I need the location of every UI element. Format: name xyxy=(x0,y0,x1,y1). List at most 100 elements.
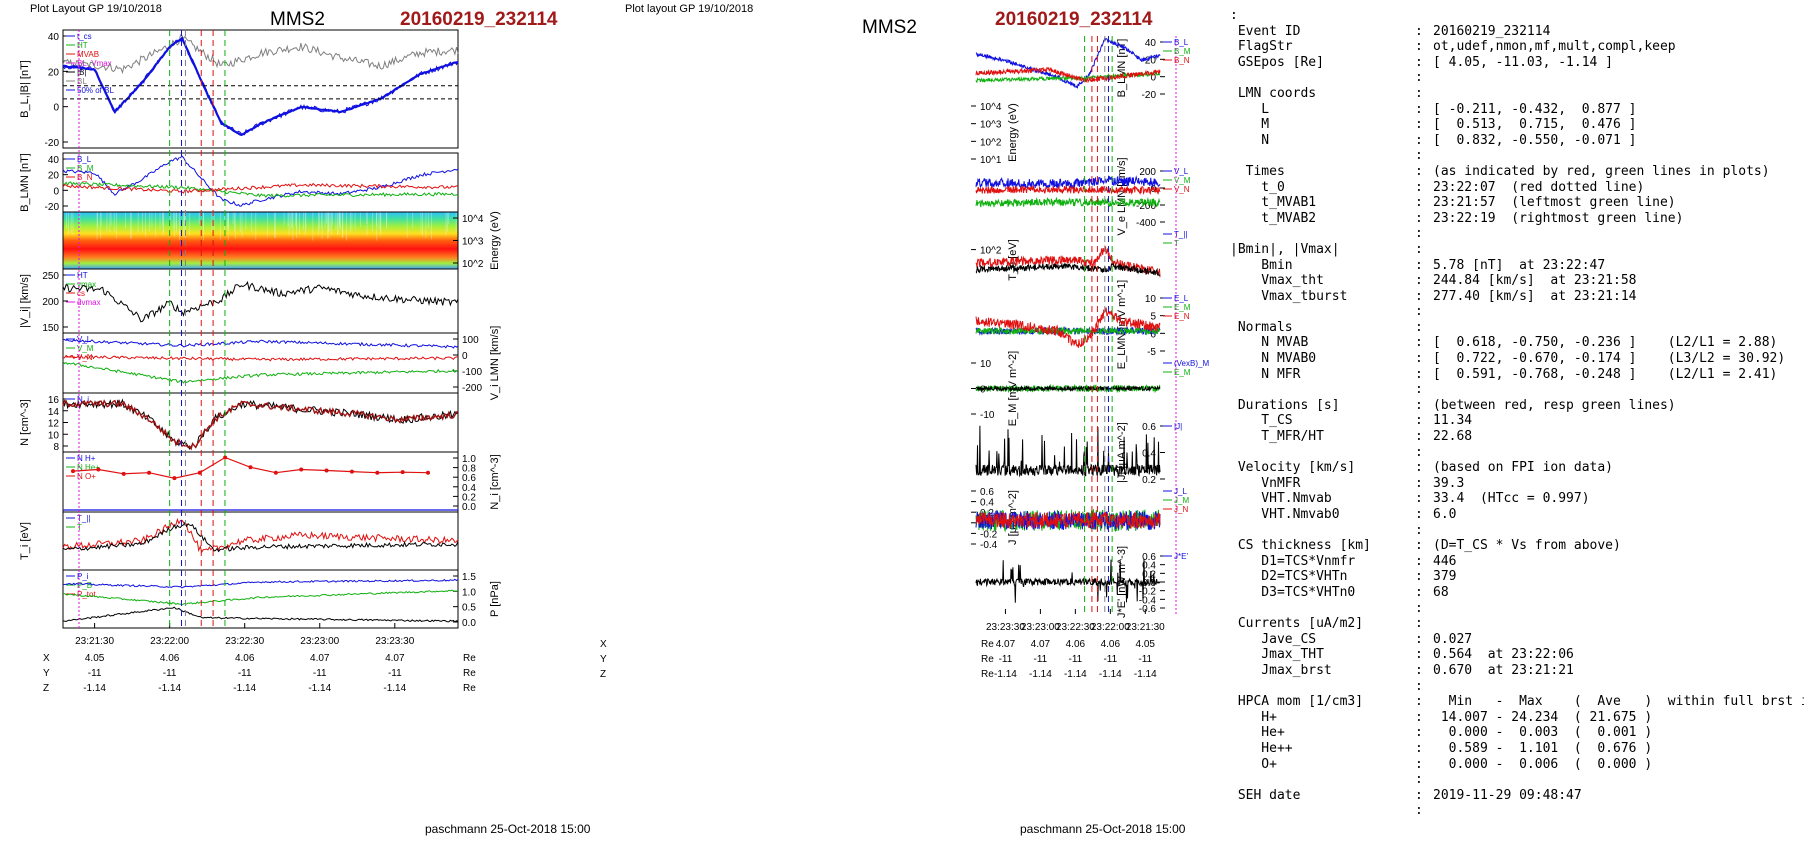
summary-label: t_MVAB2 xyxy=(1230,210,1317,226)
mid-legend-label: T xyxy=(1174,239,1179,248)
summary-colon: : xyxy=(1415,241,1423,257)
left-ytick-label: 0.5 xyxy=(462,603,476,614)
left-panel-frame xyxy=(62,268,459,334)
mid-legend-label: B_N xyxy=(1174,56,1190,65)
mid-ytick-label: 0.2 xyxy=(980,508,994,519)
left-ytick-label: 10^4 xyxy=(462,214,484,225)
mid-ylabel: B_LMN [nT] xyxy=(1116,39,1128,98)
summary-colon: : xyxy=(1415,304,1423,320)
summary-value: [ 0.832, -0.550, -0.071 ] xyxy=(1433,132,1637,148)
mid-ytick-label: -0.4 xyxy=(980,540,998,551)
summary-row: : xyxy=(1230,523,1800,539)
left-HeII-point xyxy=(273,470,278,475)
left-panel-frame xyxy=(62,511,459,571)
summary-row: Jmax_THT:0.564 at 23:22:06 xyxy=(1230,647,1800,663)
left-posrow-value: 4.07 xyxy=(310,653,330,664)
mid-posrow-value: -11 xyxy=(999,654,1013,665)
mid-ytick-label: 20 xyxy=(1145,55,1157,66)
summary-value: 244.84 [km/s] at 23:21:58 xyxy=(1433,273,1637,289)
summary-label: Vmax_tht xyxy=(1230,273,1324,289)
mid-panel-6: 0.60.40.2|J| [μA m^-2] |J| xyxy=(1116,422,1182,486)
left-BLMN-L xyxy=(62,155,459,207)
summary-value: 0.564 at 23:22:06 xyxy=(1433,647,1574,663)
left-HeII-point xyxy=(147,470,152,475)
left-ylabel: Energy (eV) xyxy=(489,211,501,270)
summary-colon: : xyxy=(1415,600,1423,616)
summary-row: D3=TCS*VHTn0:68 xyxy=(1230,585,1800,601)
summary-label: Velocity [km/s] xyxy=(1230,460,1356,476)
summary-row: : xyxy=(1230,772,1800,788)
mid-posrow-value: 4.07 xyxy=(1031,639,1051,650)
left-P-tot xyxy=(62,578,459,589)
summary-label: VHT.Nmvab xyxy=(1230,491,1332,507)
summary-label: L xyxy=(1230,101,1270,117)
summary-colon: : xyxy=(1415,366,1423,382)
summary-colon: : xyxy=(1415,101,1423,117)
summary-value: 23:21:57 (leftmost green line) xyxy=(1433,195,1676,211)
summary-colon: : xyxy=(1415,460,1423,476)
mid-ytick-label: -0.6 xyxy=(1139,604,1157,615)
left-legend-label: N He+ xyxy=(77,463,100,472)
left-ytick-label: 0 xyxy=(462,351,468,362)
left-BLMN-N xyxy=(62,182,459,194)
left-posrow-value: 4.06 xyxy=(235,653,255,664)
summary-label: Currents [uA/m2] xyxy=(1230,616,1364,632)
left-ylabel: P [nPa] xyxy=(489,581,501,617)
summary-row: N MVAB0: [ 0.722, -0.670, -0.174 ] (L3/L2… xyxy=(1230,351,1800,367)
left-HeII-point xyxy=(223,455,228,460)
summary-row: Event ID:20160219_232114 xyxy=(1230,24,1800,40)
left-panel-frame xyxy=(62,569,459,629)
summary-colon: : xyxy=(1415,397,1423,413)
mid-legend-label: E_M xyxy=(1174,368,1191,377)
mid-ytick-label: 5 xyxy=(1150,312,1156,323)
summary-label: t_MVAB1 xyxy=(1230,195,1317,211)
mid-EM-black xyxy=(975,384,1161,393)
mid-legend-label: B_M xyxy=(1174,47,1191,56)
summary-value: 0.000 - 0.006 ( 0.000 ) xyxy=(1433,756,1653,772)
mid-ytick-label: -400 xyxy=(1136,218,1156,229)
left-HeII-point xyxy=(324,468,329,473)
mid-spacecraft-title: MMS2 xyxy=(862,17,917,38)
summary-colon: : xyxy=(1415,85,1423,101)
left-HeII-point xyxy=(96,467,101,472)
mid-footer: paschmann 25-Oct-2018 15:00 xyxy=(1020,822,1186,836)
mid-xtick-label: 23:23:30 xyxy=(986,622,1025,633)
summary-colon: : xyxy=(1415,444,1423,460)
mid-ytick-label: -0.2 xyxy=(980,529,998,540)
summary-colon: : xyxy=(1415,288,1423,304)
mid-ytick-label: 0.6 xyxy=(1142,422,1156,433)
summary-colon: : xyxy=(1415,226,1423,242)
summary-row: : xyxy=(1230,803,1800,819)
left-footer: paschmann 25-Oct-2018 15:00 xyxy=(425,822,591,836)
summary-row: SEH date:2019-11-29 09:48:47 xyxy=(1230,788,1800,804)
left-xtick-label: 23:23:00 xyxy=(300,636,339,647)
summary-row: t_MVAB1:23:21:57 (leftmost green line) xyxy=(1230,195,1800,211)
left-ytick-label: 10^3 xyxy=(462,237,484,248)
summary-row: T_CS:11.34 xyxy=(1230,413,1800,429)
summary-value: 14.007 - 24.234 ( 21.675 ) xyxy=(1433,709,1653,725)
summary-colon: : xyxy=(1415,725,1423,741)
left-legend-label: N O+ xyxy=(77,472,96,481)
summary-colon: : xyxy=(1415,335,1423,351)
mid-event-title: 20160219_232114 xyxy=(995,9,1153,30)
summary-label: VHT.Nmvab0 xyxy=(1230,507,1340,522)
left-ytick-label: 200 xyxy=(42,297,59,308)
mid-posrow-value: -1.14 xyxy=(1064,669,1087,680)
summary-value: 277.40 [km/s] at 23:21:14 xyxy=(1433,288,1637,304)
mid-legend-label: V_N xyxy=(1174,185,1190,194)
summary-row: t_MVAB2:23:22:19 (rightmost green line) xyxy=(1230,211,1800,227)
mid-ytick-label: -20 xyxy=(1142,90,1157,101)
left-ytick-label: -200 xyxy=(462,383,482,394)
summary-colon: : xyxy=(1415,756,1423,772)
summary-colon: : xyxy=(1415,584,1423,600)
mid-ytick-label: 10^4 xyxy=(980,102,1002,113)
mid-ytick-label: -0.4 xyxy=(1139,595,1157,606)
summary-label: HPCA mom [1/cm3] xyxy=(1230,694,1364,710)
left-panel-frame xyxy=(62,392,459,453)
mid-Te-total xyxy=(975,262,1161,276)
summary-colon: : xyxy=(1415,538,1423,554)
left-panel-1: 40 20 0 -20 B_LMN [nT] B_LB_MB_N xyxy=(19,152,459,213)
left-legend-label: B_N xyxy=(77,173,93,182)
